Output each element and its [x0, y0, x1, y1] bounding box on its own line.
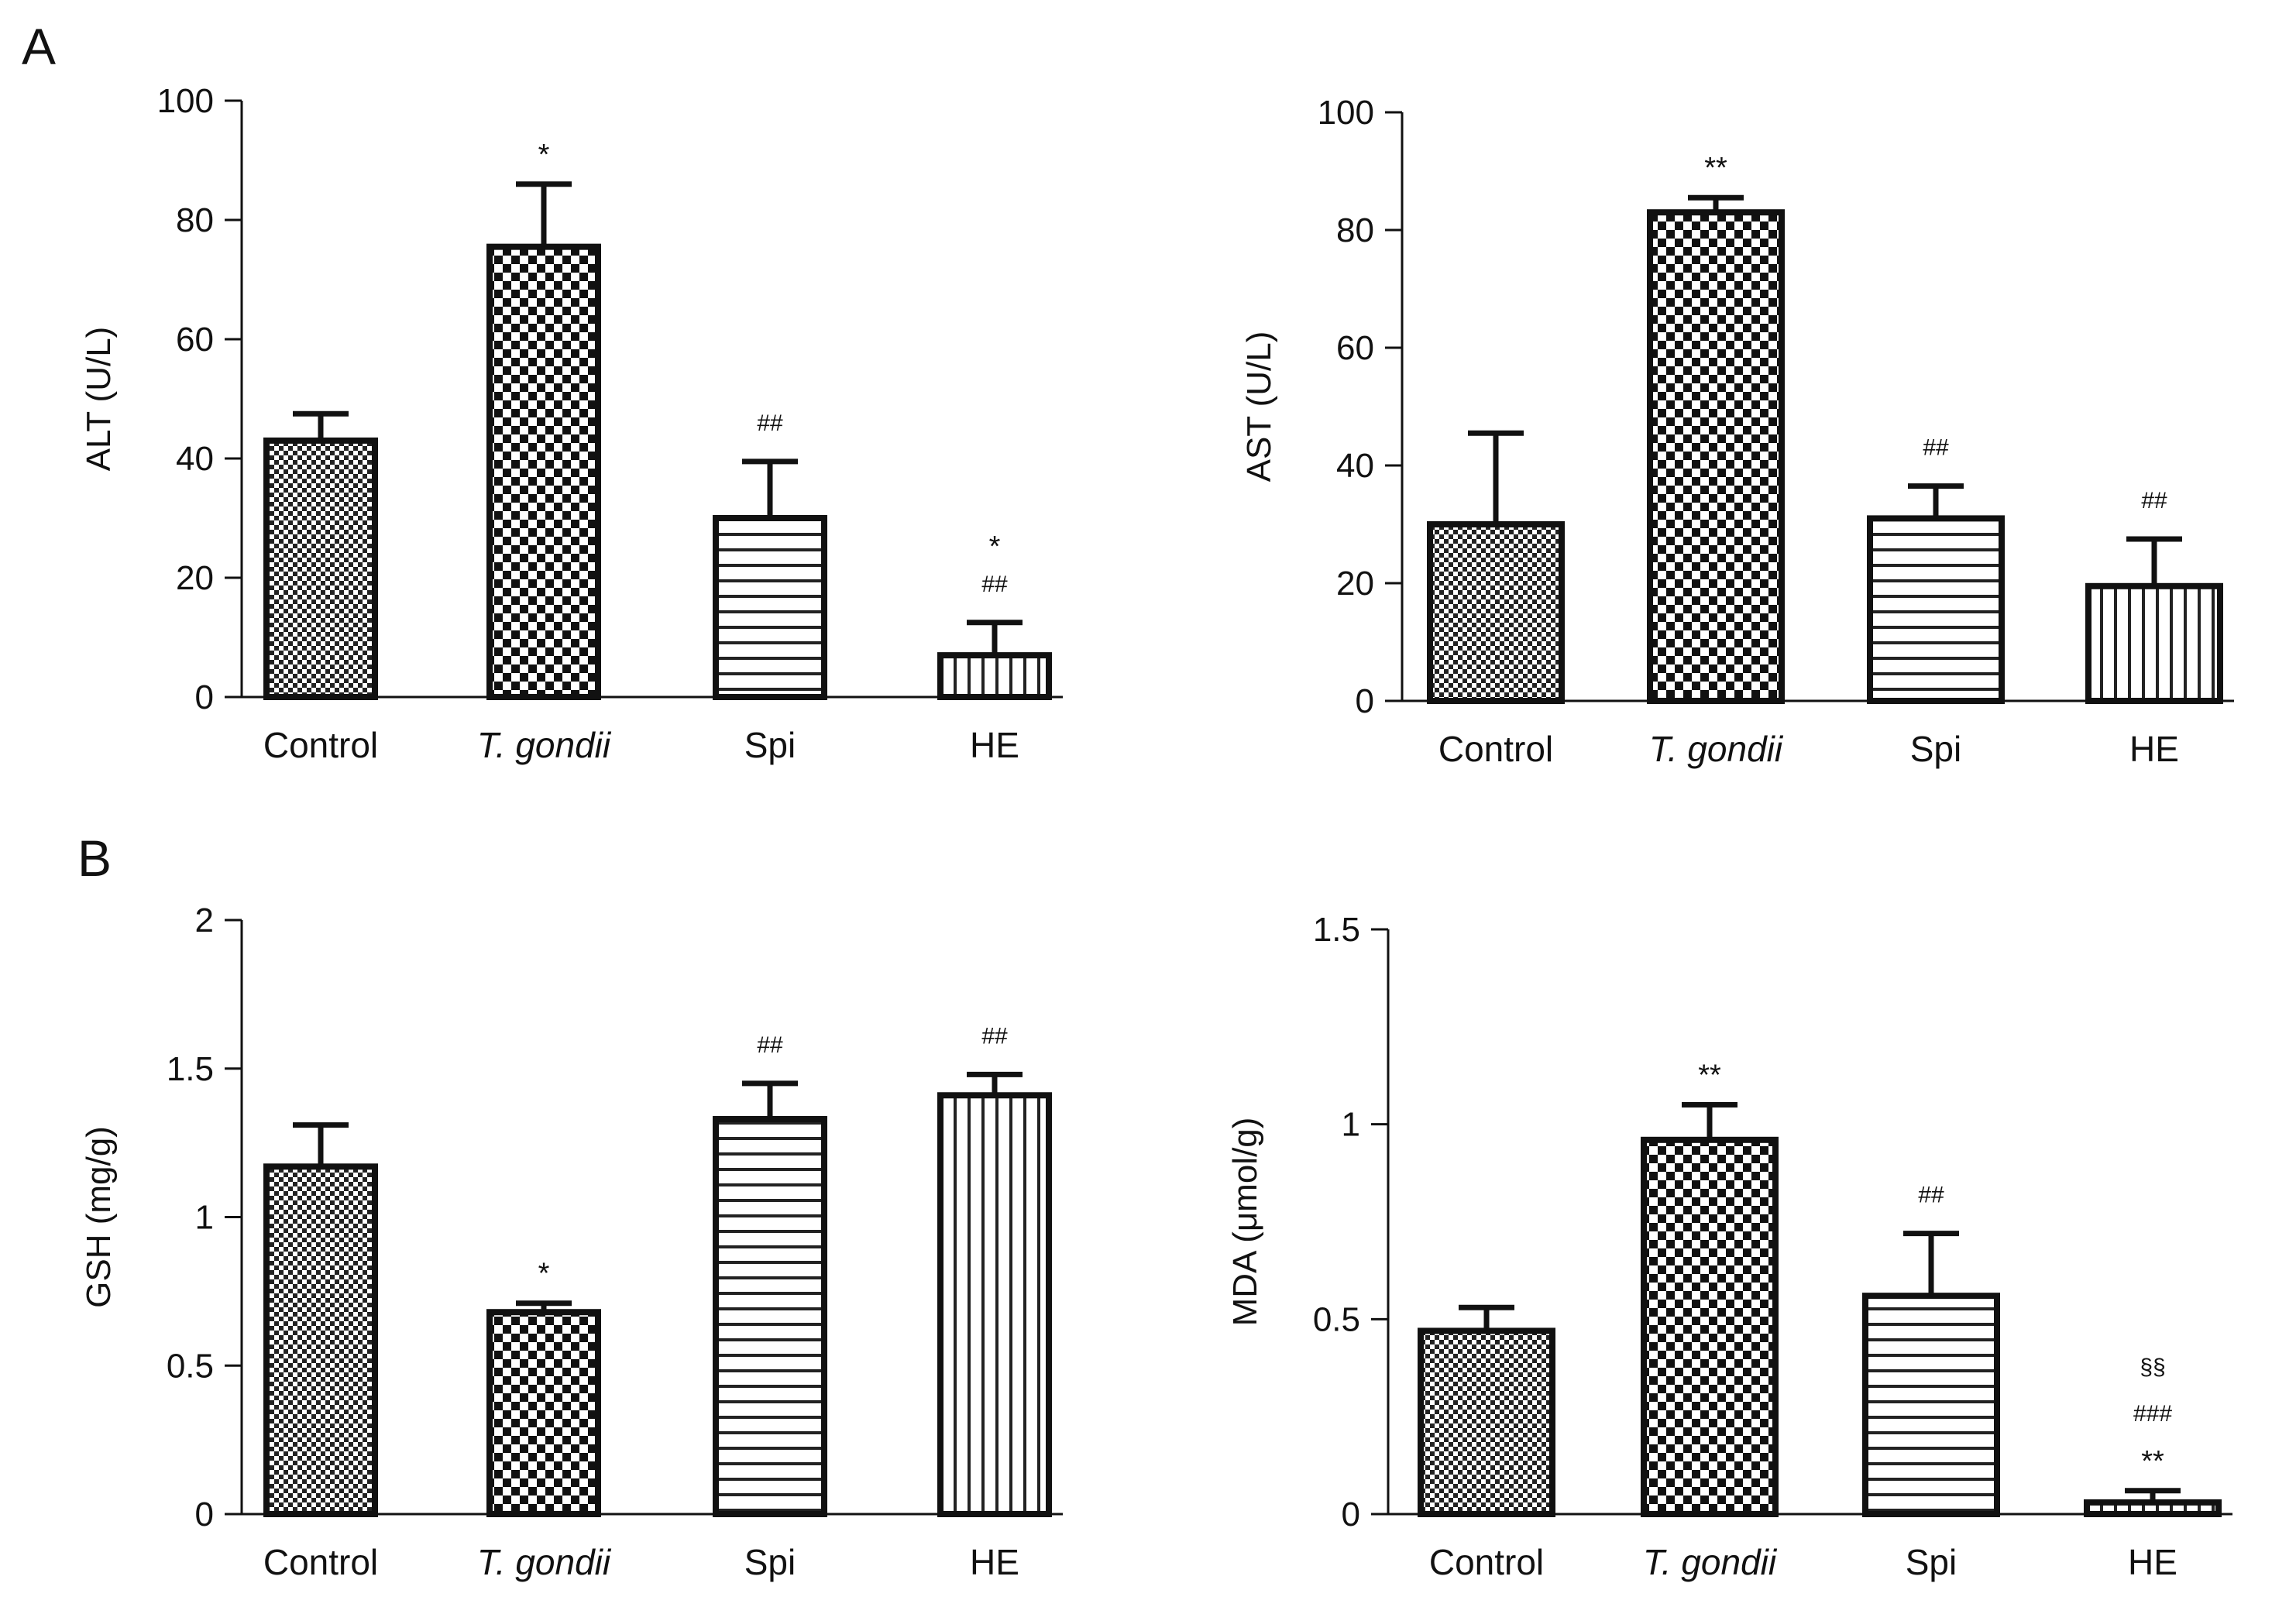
- bar-he: ##: [937, 1023, 1052, 1517]
- x-tick-label: Control: [1438, 729, 1553, 769]
- y-tick-label: 40: [176, 440, 214, 478]
- y-tick-label: 60: [1336, 329, 1374, 367]
- y-tick-label: 20: [1336, 565, 1374, 603]
- bar-spi: ##: [1862, 1183, 2000, 1518]
- significance-marker: ##: [981, 1023, 1008, 1049]
- bar-control: [1427, 430, 1565, 704]
- significance-marker: ##: [757, 1032, 783, 1058]
- y-tick-label: 0: [195, 678, 214, 716]
- significance-marker: ##: [981, 572, 1008, 597]
- y-tick-label: 0: [1356, 682, 1374, 720]
- x-tick-label: Control: [263, 1542, 378, 1582]
- bar-rect: [1647, 209, 1785, 704]
- significance-marker: ##: [1918, 1183, 1944, 1208]
- bar-he: ##: [2085, 488, 2223, 704]
- x-tick-label: T. gondii: [1643, 1542, 1778, 1582]
- bar-he: ## *: [937, 531, 1052, 700]
- y-tick-label: 1: [195, 1199, 214, 1237]
- y-tick-label: 40: [1336, 447, 1374, 485]
- bar-spi: ##: [1867, 435, 2005, 705]
- significance-marker: ##: [757, 410, 783, 436]
- panel-letter-b: B: [77, 829, 112, 887]
- y-tick-label: 0.5: [167, 1347, 214, 1385]
- y-axis-label: GSH (mg/g): [80, 1126, 118, 1308]
- significance-marker: ##: [2141, 488, 2167, 513]
- bar-t-gondii: **: [1647, 152, 1785, 704]
- y-tick-label: 0: [1342, 1496, 1360, 1533]
- significance-marker: **: [2141, 1445, 2164, 1478]
- x-tick-label: HE: [970, 725, 1019, 765]
- y-tick-label: 80: [176, 201, 214, 239]
- significance-marker: **: [1704, 152, 1727, 184]
- y-tick-label: 1.5: [167, 1050, 214, 1088]
- bar-control: [1418, 1304, 1555, 1518]
- x-tick-label: Spi: [1910, 729, 1961, 769]
- y-axis-label: MDA (μmol/g): [1226, 1118, 1264, 1327]
- y-tick-label: 0.5: [1313, 1300, 1360, 1338]
- x-tick-label: HE: [970, 1542, 1019, 1582]
- x-tick-label: Spi: [744, 725, 796, 765]
- significance-marker: *: [538, 1258, 550, 1290]
- y-tick-label: 1.5: [1313, 911, 1360, 949]
- significance-marker: ###: [2133, 1401, 2172, 1427]
- y-tick-label: 100: [157, 82, 214, 120]
- x-tick-label: HE: [2128, 1542, 2177, 1582]
- ast-bar-chart: 0 20 40 60 80 100 AST (U/L) Control ** T. gondii #…: [1240, 94, 2234, 769]
- y-tick-label: 1: [1342, 1106, 1360, 1144]
- bar-control: [263, 1122, 378, 1517]
- significance-marker: *: [989, 531, 1001, 563]
- y-tick-label: 20: [176, 559, 214, 597]
- bar-rect: [713, 1115, 827, 1517]
- significance-marker: §§: [2140, 1355, 2165, 1380]
- bar-rect: [1418, 1327, 1555, 1518]
- significance-marker: *: [538, 139, 550, 171]
- x-tick-label: Spi: [1906, 1542, 1957, 1582]
- bar-t-gondii: *: [486, 1258, 601, 1517]
- y-tick-label: 0: [195, 1496, 214, 1533]
- bar-rect: [1427, 521, 1565, 704]
- significance-marker: **: [1698, 1059, 1721, 1092]
- bar-rect: [1867, 515, 2005, 705]
- bar-rect: [1641, 1136, 1779, 1517]
- bar-rect: [486, 1309, 601, 1517]
- panel-letter-a: A: [22, 18, 57, 75]
- bar-he: ** ### §§: [2084, 1355, 2222, 1518]
- alt-bar-chart: 0 20 40 60 80 100 ALT (U/L) Control * T. gondii ##…: [80, 82, 1063, 765]
- x-tick-label: Spi: [744, 1542, 796, 1582]
- bar-rect: [937, 1092, 1052, 1517]
- mda-bar-chart: 0 0.5 1 1.5 MDA (μmol/g) Control ** T. gondii ##…: [1226, 911, 2232, 1582]
- y-tick-label: 100: [1318, 94, 1374, 132]
- x-tick-label: Control: [263, 725, 378, 765]
- bar-t-gondii: **: [1641, 1059, 1779, 1517]
- x-tick-label: T. gondii: [1649, 729, 1784, 769]
- bar-rect: [2084, 1499, 2222, 1518]
- bar-control: [263, 410, 378, 701]
- bar-rect: [713, 515, 827, 700]
- bar-rect: [2085, 582, 2223, 704]
- bar-t-gondii: *: [486, 139, 601, 700]
- bar-rect: [937, 652, 1052, 700]
- bar-spi: ##: [713, 410, 827, 700]
- y-axis-label: AST (U/L): [1240, 331, 1278, 482]
- bar-spi: ##: [713, 1032, 827, 1517]
- x-tick-label: T. gondii: [477, 725, 612, 765]
- bar-rect: [263, 437, 378, 701]
- significance-marker: ##: [1923, 435, 1949, 461]
- bar-rect: [1862, 1293, 2000, 1518]
- y-tick-label: 60: [176, 321, 214, 359]
- x-tick-label: HE: [2129, 729, 2179, 769]
- y-tick-label: 2: [195, 901, 214, 939]
- x-tick-label: T. gondii: [477, 1542, 612, 1582]
- y-tick-label: 80: [1336, 211, 1374, 249]
- y-axis-label: ALT (U/L): [80, 327, 118, 472]
- bar-rect: [486, 243, 601, 700]
- x-tick-label: Control: [1429, 1542, 1544, 1582]
- bar-rect: [263, 1163, 378, 1517]
- gsh-bar-chart: 0 0.5 1 1.5 2 GSH (mg/g) Control * T. gondii ## Sp…: [80, 901, 1063, 1582]
